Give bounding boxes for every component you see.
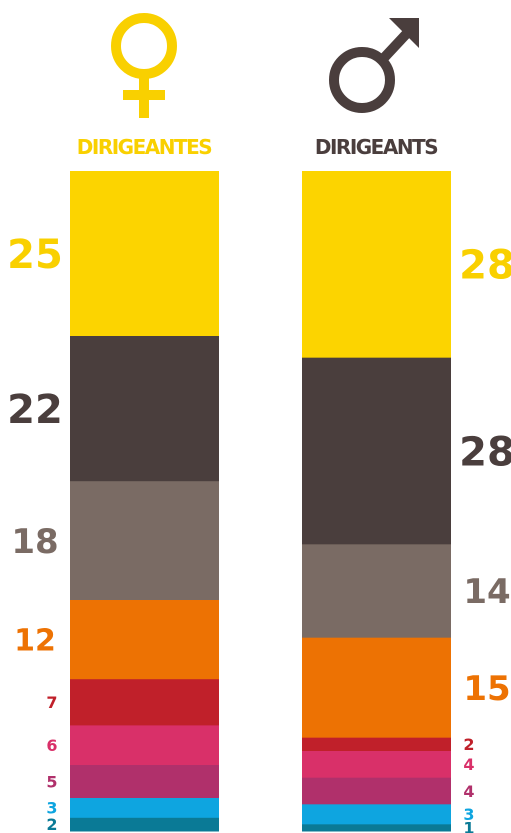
- bar-segment: [302, 544, 451, 639]
- bar-segment: [70, 171, 219, 337]
- bar-segment: [302, 824, 451, 832]
- value-label: 2: [463, 735, 474, 754]
- male-symbol-icon: [329, 18, 419, 113]
- value-label: 3: [46, 799, 57, 818]
- value-label: 15: [463, 669, 510, 709]
- value-label: 4: [463, 755, 474, 774]
- bar-segment: [302, 751, 451, 779]
- column-title-male: DIRIGEANTS: [315, 135, 437, 159]
- value-label: 12: [14, 623, 56, 658]
- value-label: 1: [463, 818, 474, 833]
- bar-segment: [302, 737, 451, 752]
- value-label: 18: [11, 522, 58, 562]
- column-title-female: DIRIGEANTES: [77, 135, 211, 159]
- bar-segment: [302, 804, 451, 825]
- bar-segment: [70, 725, 219, 766]
- bar-segment: [302, 777, 451, 805]
- value-label: 25: [7, 232, 63, 278]
- bar-segment: [302, 637, 451, 739]
- bar-segment: [302, 171, 451, 359]
- value-label: 6: [46, 736, 57, 755]
- value-label: 5: [46, 772, 57, 791]
- value-label: 28: [459, 429, 511, 475]
- bar-segment: [70, 600, 219, 680]
- bar-segment: [70, 679, 219, 726]
- value-label: 14: [463, 572, 510, 612]
- value-label: 3: [463, 805, 474, 824]
- bar-segment: [70, 481, 219, 601]
- bar-segment: [70, 798, 219, 819]
- value-label: 28: [459, 243, 511, 289]
- female-symbol-icon: [111, 13, 177, 118]
- value-label: 2: [46, 815, 57, 833]
- bar-segment: [70, 336, 219, 482]
- value-label: 22: [7, 387, 63, 433]
- value-label: 4: [463, 782, 474, 801]
- bar-segment: [70, 817, 219, 832]
- value-label: 7: [46, 693, 57, 712]
- bar-segment: [70, 765, 219, 799]
- bar-segment: [302, 357, 451, 545]
